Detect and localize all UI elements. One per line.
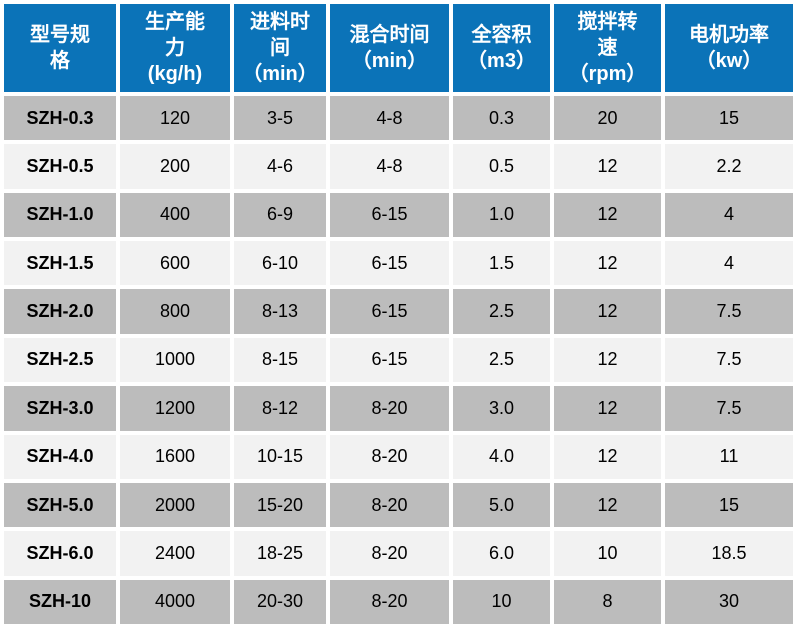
cell-stir-speed: 12	[554, 144, 661, 189]
cell-capacity: 2000	[120, 482, 230, 528]
cell-motor-power: 4	[665, 192, 793, 238]
cell-mix-time: 8-20	[330, 386, 449, 431]
cell-motor-power: 18.5	[665, 531, 793, 576]
cell-volume: 1.5	[453, 241, 550, 286]
cell-feed-time: 8-12	[234, 386, 326, 431]
cell-model: SZH-2.0	[4, 289, 116, 334]
cell-capacity: 2400	[120, 531, 230, 576]
cell-stir-speed: 12	[554, 289, 661, 334]
cell-motor-power: 15	[665, 482, 793, 528]
cell-stir-speed: 20	[554, 96, 661, 141]
table-row: SZH-6.0 2400 18-25 8-20 6.0 10 18.5	[4, 531, 793, 576]
cell-stir-speed: 8	[554, 579, 661, 624]
cell-model: SZH-5.0	[4, 482, 116, 528]
header-row: 型号规 格 生产能 力 (kg/h) 进料时 间 （min） 混合时间 （min…	[4, 4, 793, 92]
cell-capacity: 1000	[120, 337, 230, 383]
cell-capacity: 1200	[120, 386, 230, 431]
cell-stir-speed: 12	[554, 434, 661, 479]
cell-motor-power: 7.5	[665, 289, 793, 334]
cell-feed-time: 15-20	[234, 482, 326, 528]
cell-capacity: 400	[120, 192, 230, 238]
col-header-motor-power: 电机功率 （kw）	[665, 4, 793, 92]
cell-volume: 3.0	[453, 386, 550, 431]
cell-mix-time: 4-8	[330, 144, 449, 189]
cell-feed-time: 6-9	[234, 192, 326, 238]
cell-feed-time: 8-15	[234, 337, 326, 383]
cell-motor-power: 2.2	[665, 144, 793, 189]
cell-mix-time: 6-15	[330, 192, 449, 238]
cell-capacity: 800	[120, 289, 230, 334]
cell-model: SZH-3.0	[4, 386, 116, 431]
cell-feed-time: 3-5	[234, 96, 326, 141]
cell-capacity: 4000	[120, 579, 230, 624]
cell-model: SZH-10	[4, 579, 116, 624]
cell-model: SZH-1.5	[4, 241, 116, 286]
cell-mix-time: 6-15	[330, 289, 449, 334]
col-header-stir-speed: 搅拌转 速 （rpm）	[554, 4, 661, 92]
cell-stir-speed: 10	[554, 531, 661, 576]
cell-feed-time: 6-10	[234, 241, 326, 286]
cell-model: SZH-1.0	[4, 192, 116, 238]
cell-stir-speed: 12	[554, 241, 661, 286]
cell-feed-time: 18-25	[234, 531, 326, 576]
cell-model: SZH-0.3	[4, 96, 116, 141]
col-header-model-spec: 型号规 格	[4, 4, 116, 92]
cell-motor-power: 30	[665, 579, 793, 624]
cell-volume: 10	[453, 579, 550, 624]
cell-mix-time: 8-20	[330, 579, 449, 624]
cell-motor-power: 7.5	[665, 386, 793, 431]
cell-volume: 6.0	[453, 531, 550, 576]
cell-mix-time: 6-15	[330, 337, 449, 383]
cell-stir-speed: 12	[554, 337, 661, 383]
table-row: SZH-2.5 1000 8-15 6-15 2.5 12 7.5	[4, 337, 793, 383]
cell-stir-speed: 12	[554, 482, 661, 528]
cell-feed-time: 20-30	[234, 579, 326, 624]
cell-stir-speed: 12	[554, 386, 661, 431]
cell-model: SZH-0.5	[4, 144, 116, 189]
cell-mix-time: 4-8	[330, 96, 449, 141]
col-header-mix-time: 混合时间 （min）	[330, 4, 449, 92]
table-row: SZH-10 4000 20-30 8-20 10 8 30	[4, 579, 793, 624]
cell-volume: 0.5	[453, 144, 550, 189]
cell-feed-time: 4-6	[234, 144, 326, 189]
table-row: SZH-2.0 800 8-13 6-15 2.5 12 7.5	[4, 289, 793, 334]
cell-feed-time: 8-13	[234, 289, 326, 334]
cell-mix-time: 6-15	[330, 241, 449, 286]
table-row: SZH-0.5 200 4-6 4-8 0.5 12 2.2	[4, 144, 793, 189]
cell-volume: 0.3	[453, 96, 550, 141]
table-row: SZH-1.0 400 6-9 6-15 1.0 12 4	[4, 192, 793, 238]
cell-volume: 4.0	[453, 434, 550, 479]
cell-motor-power: 7.5	[665, 337, 793, 383]
col-header-feed-time: 进料时 间 （min）	[234, 4, 326, 92]
cell-mix-time: 8-20	[330, 482, 449, 528]
cell-capacity: 120	[120, 96, 230, 141]
col-header-volume: 全容积 （m3）	[453, 4, 550, 92]
cell-mix-time: 8-20	[330, 531, 449, 576]
cell-volume: 1.0	[453, 192, 550, 238]
table-row: SZH-5.0 2000 15-20 8-20 5.0 12 15	[4, 482, 793, 528]
cell-motor-power: 11	[665, 434, 793, 479]
col-header-capacity: 生产能 力 (kg/h)	[120, 4, 230, 92]
cell-model: SZH-6.0	[4, 531, 116, 576]
cell-volume: 2.5	[453, 289, 550, 334]
cell-volume: 2.5	[453, 337, 550, 383]
cell-model: SZH-4.0	[4, 434, 116, 479]
cell-model: SZH-2.5	[4, 337, 116, 383]
cell-stir-speed: 12	[554, 192, 661, 238]
table-row: SZH-4.0 1600 10-15 8-20 4.0 12 11	[4, 434, 793, 479]
cell-mix-time: 8-20	[330, 434, 449, 479]
cell-capacity: 1600	[120, 434, 230, 479]
cell-volume: 5.0	[453, 482, 550, 528]
cell-capacity: 200	[120, 144, 230, 189]
cell-motor-power: 4	[665, 241, 793, 286]
table-row: SZH-0.3 120 3-5 4-8 0.3 20 15	[4, 96, 793, 141]
table-row: SZH-1.5 600 6-10 6-15 1.5 12 4	[4, 241, 793, 286]
cell-feed-time: 10-15	[234, 434, 326, 479]
table-row: SZH-3.0 1200 8-12 8-20 3.0 12 7.5	[4, 386, 793, 431]
cell-motor-power: 15	[665, 96, 793, 141]
cell-capacity: 600	[120, 241, 230, 286]
